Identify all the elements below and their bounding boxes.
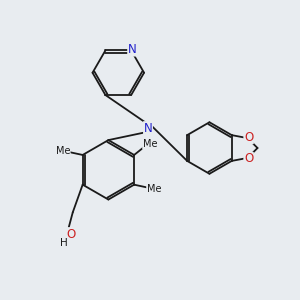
Text: N: N (128, 43, 136, 56)
Text: H: H (60, 238, 68, 248)
Text: O: O (244, 130, 253, 144)
Text: Me: Me (147, 184, 161, 194)
Text: Me: Me (143, 139, 157, 149)
Text: N: N (144, 122, 152, 135)
Text: O: O (66, 228, 75, 241)
Text: Me: Me (56, 146, 70, 156)
Text: O: O (244, 152, 253, 165)
